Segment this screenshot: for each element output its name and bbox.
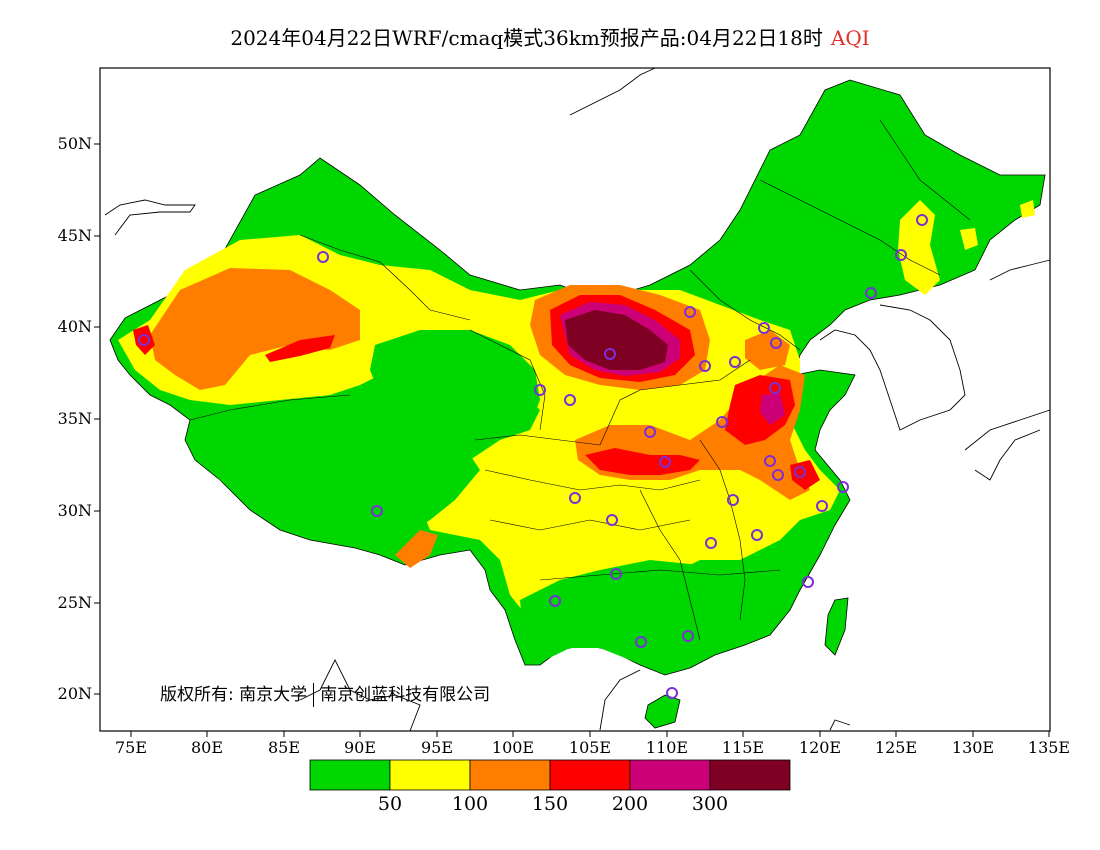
lat-label-45n: 45N [57, 226, 92, 245]
lon-label-100e: 100E [491, 738, 535, 757]
neighbor-coastlines [104, 67, 1051, 732]
xinjiang-orange [150, 268, 360, 390]
colorbar-swatch-5 [629, 759, 711, 791]
colorbar-label-50: 50 [377, 793, 403, 815]
ordos-maroon [565, 310, 668, 370]
lon-label-120e: 120E [798, 738, 842, 757]
colorbar-label-150: 150 [531, 793, 569, 815]
province-borders [189, 119, 971, 641]
map-title: 2024年04月22日WRF/cmaq模式36km预报产品:04月22日18时 A… [0, 22, 1100, 51]
lon-label-95e: 95E [420, 738, 454, 757]
colorbar-label-200: 200 [611, 793, 649, 815]
taiwan-island [824, 597, 849, 656]
tibet-orange [395, 530, 438, 568]
kashgar-red [133, 325, 155, 355]
lat-label-20n: 20N [57, 684, 92, 703]
tibet-green [190, 395, 480, 545]
lat-label-50n: 50N [57, 134, 92, 153]
lat-label-25n: 25N [57, 593, 92, 612]
colorbar-swatch-6 [709, 759, 791, 791]
lon-label-85e: 85E [267, 738, 301, 757]
copyright-org2: 南京创蓝科技有限公司 [320, 685, 491, 705]
lon-label-115e: 115E [721, 738, 765, 757]
copyright-separator [313, 683, 315, 707]
northeast-yellow-2 [960, 228, 978, 250]
lat-label-40n: 40N [57, 317, 92, 336]
copyright-prefix: 版权所有: [160, 685, 234, 705]
northeast-yellow-3 [1020, 200, 1035, 218]
monitoring-stations [138, 214, 928, 699]
map-frame [99, 67, 1051, 732]
axis-ticks [94, 143, 1050, 737]
copyright-notice: 版权所有: 南京大学 南京创蓝科技有限公司 [160, 680, 490, 707]
lon-label-125e: 125E [874, 738, 918, 757]
beijing-orange [745, 330, 790, 370]
lon-label-80e: 80E [190, 738, 224, 757]
colorbar-swatch-1 [309, 759, 391, 791]
qinghai-green [370, 330, 540, 440]
lat-label-35n: 35N [57, 409, 92, 428]
lat-label-30n: 30N [57, 501, 92, 520]
colorbar-swatch-3 [469, 759, 551, 791]
hainan-island [644, 694, 681, 729]
copyright-org1: 南京大学 [239, 685, 308, 705]
colorbar-swatch-2 [389, 759, 471, 791]
colorbar [309, 759, 791, 791]
lon-label-110e: 110E [645, 738, 689, 757]
lon-label-90e: 90E [343, 738, 377, 757]
xinjiang-red [265, 335, 335, 362]
lon-label-75e: 75E [114, 738, 148, 757]
aqi-field [109, 79, 1046, 729]
colorbar-label-100: 100 [451, 793, 489, 815]
title-variable: AQI [830, 26, 870, 50]
south-green [520, 545, 800, 672]
title-main: 2024年04月22日WRF/cmaq模式36km预报产品:04月22日18时 [230, 26, 823, 50]
colorbar-swatch-4 [549, 759, 631, 791]
northeast-yellow [898, 200, 940, 295]
lon-label-135e: 135E [1027, 738, 1071, 757]
lon-label-130e: 130E [951, 738, 995, 757]
shandong-purple [760, 393, 785, 425]
lon-label-105e: 105E [568, 738, 612, 757]
colorbar-label-300: 300 [691, 793, 729, 815]
sichuan-red [585, 448, 700, 475]
